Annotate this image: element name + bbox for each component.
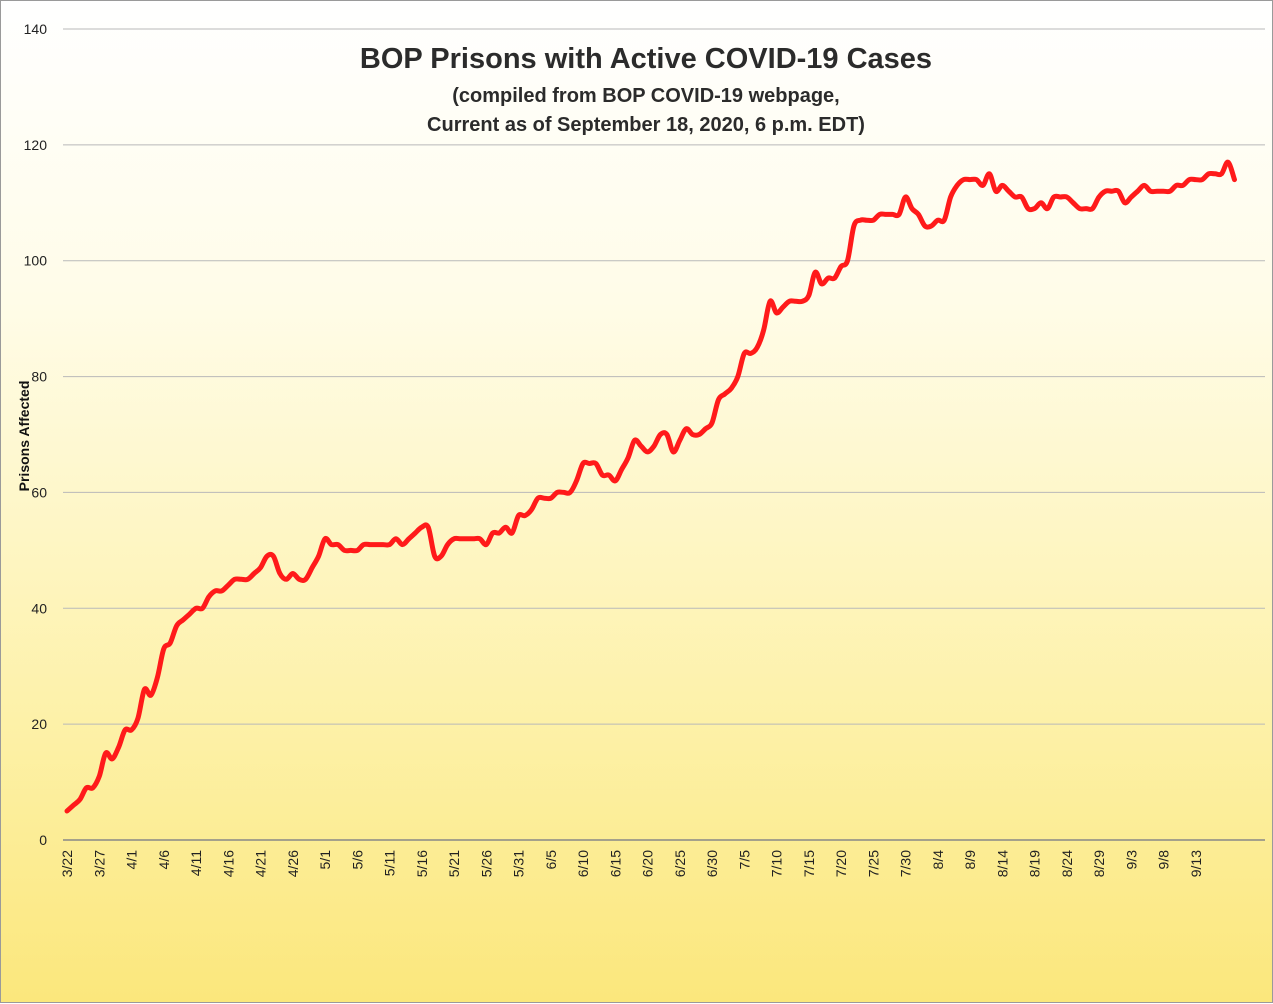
y-tick-label: 140 [24,21,48,37]
x-tick-label: 7/15 [801,850,817,877]
x-tick-label: 5/11 [382,850,398,876]
x-tick-label: 5/21 [446,850,462,877]
x-tick-label: 8/19 [1027,850,1043,877]
x-tick-label: 8/4 [930,850,946,870]
y-tick-label: 60 [31,484,47,500]
x-tick-label: 4/6 [156,850,172,870]
x-tick-label: 5/26 [478,850,494,877]
x-tick-label: 8/29 [1091,850,1107,877]
y-tick-label: 80 [31,369,47,385]
y-tick-labels: 0 20 40 60 80 100 120 140 [24,21,48,848]
y-tick-label: 40 [31,600,47,616]
x-tick-label: 7/5 [736,850,752,870]
x-tick-label: 9/13 [1188,850,1204,877]
x-tick-labels: 3/22 3/27 4/1 4/6 4/11 4/16 4/21 4/26 5/1 5/6 5/11… [59,850,1204,877]
x-tick-label: 4/16 [220,850,236,877]
chart-title: BOP Prisons with Active COVID-19 Cases [360,43,932,75]
x-tick-label: 4/11 [188,850,204,876]
y-tick-label: 20 [31,716,47,732]
x-tick-label: 5/1 [317,850,333,870]
x-tick-label: 4/1 [124,850,140,870]
y-tick-label: 0 [39,832,47,848]
y-axis-label: Prisons Affected [16,381,32,492]
x-tick-label: 6/15 [607,850,623,877]
x-tick-label: 6/20 [640,850,656,877]
x-tick-label: 8/9 [962,850,978,870]
x-tick-label: 3/22 [59,850,75,877]
series-layer [64,159,1237,814]
gridlines [63,28,1265,841]
x-tick-label: 4/26 [285,850,301,877]
x-tick-label: 7/25 [865,850,881,877]
y-tick-label: 100 [24,253,48,269]
chart-subtitle-line-1: (compiled from BOP COVID-19 webpage, [452,85,839,107]
x-tick-label: 6/30 [704,850,720,877]
x-tick-label: 8/24 [1059,850,1075,877]
x-tick-label: 8/14 [994,850,1010,877]
x-tick-label: 5/6 [349,850,365,870]
x-tick-label: 5/31 [511,850,527,877]
y-tick-label: 120 [24,137,48,153]
chart-subtitle-line-2: Current as of September 18, 2020, 6 p.m.… [427,114,865,136]
x-tick-label: 6/10 [575,850,591,877]
x-tick-label: 6/25 [672,850,688,877]
x-tick-label: 7/10 [769,850,785,877]
x-tick-label: 9/3 [1123,850,1139,870]
x-tick-label: 4/21 [253,850,269,877]
x-tick-label: 9/8 [1156,850,1172,870]
x-tick-label: 6/5 [543,850,559,870]
x-tick-label: 7/30 [898,850,914,877]
x-tick-label: 3/27 [91,850,107,877]
x-tick-label: 5/16 [414,850,430,877]
x-tick-label: 7/20 [833,850,849,877]
series-line-0 [64,159,1237,814]
